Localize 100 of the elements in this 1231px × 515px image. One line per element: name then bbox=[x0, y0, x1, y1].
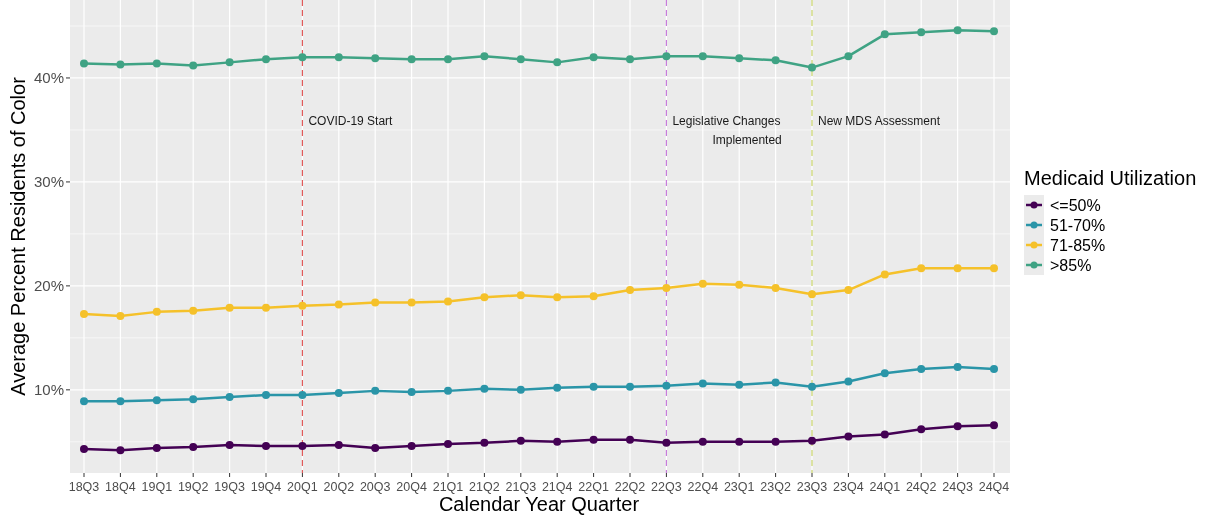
ref-line-label: COVID-19 Start bbox=[308, 114, 394, 128]
point bbox=[735, 280, 744, 289]
y-tick-label: 40% bbox=[33, 69, 64, 87]
point bbox=[262, 303, 270, 312]
point bbox=[808, 290, 816, 299]
point bbox=[553, 58, 562, 67]
x-tick-label: 24Q1 bbox=[869, 480, 901, 494]
point bbox=[844, 377, 853, 386]
point bbox=[407, 298, 416, 307]
point bbox=[189, 443, 198, 452]
x-tick-label: 21Q3 bbox=[505, 480, 537, 494]
x-tick-label: 21Q2 bbox=[469, 480, 500, 494]
x-tick-label: 20Q1 bbox=[287, 480, 318, 494]
point bbox=[771, 378, 780, 387]
point bbox=[262, 55, 270, 64]
point bbox=[771, 56, 780, 65]
point bbox=[444, 55, 452, 64]
point bbox=[626, 55, 634, 64]
point bbox=[589, 292, 598, 301]
point bbox=[189, 61, 198, 70]
legend-label: >85% bbox=[1050, 256, 1092, 274]
point bbox=[334, 300, 343, 309]
point bbox=[407, 55, 416, 64]
point bbox=[662, 438, 671, 447]
point bbox=[371, 54, 380, 63]
point bbox=[953, 26, 962, 35]
x-tick-label: 18Q4 bbox=[105, 480, 136, 494]
point bbox=[808, 436, 816, 445]
point bbox=[444, 386, 452, 395]
point bbox=[662, 381, 671, 390]
point bbox=[698, 279, 707, 288]
point bbox=[553, 437, 562, 446]
point bbox=[480, 52, 489, 61]
point bbox=[698, 52, 707, 61]
point bbox=[990, 365, 998, 374]
x-tick-label: 24Q2 bbox=[905, 480, 937, 494]
point bbox=[225, 303, 234, 312]
point bbox=[371, 298, 380, 307]
point bbox=[953, 362, 962, 371]
x-tick-label: 23Q3 bbox=[796, 480, 828, 494]
point bbox=[298, 53, 307, 62]
point bbox=[80, 445, 88, 454]
point bbox=[553, 293, 562, 302]
y-tick-label: 30% bbox=[33, 173, 64, 191]
y-tick-label: 20% bbox=[33, 277, 64, 295]
point bbox=[917, 28, 926, 37]
point bbox=[808, 63, 816, 72]
point bbox=[626, 435, 634, 444]
ref-line-label: New MDS Assessment bbox=[818, 114, 941, 128]
point bbox=[917, 425, 926, 434]
point bbox=[698, 379, 707, 388]
point bbox=[262, 391, 270, 400]
y-axis-title: Average Percent Residents of Color bbox=[7, 76, 29, 396]
x-tick-label: 20Q2 bbox=[323, 480, 355, 494]
x-tick-label: 19Q3 bbox=[214, 480, 245, 494]
point bbox=[626, 382, 634, 391]
x-tick-label: 22Q1 bbox=[578, 480, 609, 494]
legend-label: 71-85% bbox=[1050, 236, 1106, 254]
point bbox=[844, 52, 853, 61]
point bbox=[189, 306, 198, 315]
point bbox=[516, 291, 525, 300]
x-tick-label: 22Q4 bbox=[687, 480, 719, 494]
x-tick-label: 24Q3 bbox=[942, 480, 973, 494]
point bbox=[662, 52, 671, 61]
point bbox=[917, 365, 926, 374]
x-tick-label: 24Q4 bbox=[978, 480, 1010, 494]
point bbox=[262, 441, 270, 450]
point bbox=[298, 441, 307, 450]
point bbox=[880, 430, 889, 439]
point bbox=[808, 382, 816, 391]
point bbox=[152, 444, 161, 453]
x-tick-label: 18Q3 bbox=[68, 480, 100, 494]
point bbox=[626, 286, 634, 295]
point bbox=[189, 395, 198, 404]
x-tick-label: 22Q2 bbox=[614, 480, 646, 494]
point bbox=[407, 441, 416, 450]
point bbox=[152, 307, 161, 316]
legend-title: Medicaid Utilization bbox=[1024, 167, 1197, 189]
x-tick-label: 23Q4 bbox=[833, 480, 864, 494]
point bbox=[662, 283, 671, 292]
point bbox=[771, 283, 780, 292]
x-tick-label: 23Q1 bbox=[723, 480, 755, 494]
y-tick-label: 10% bbox=[33, 381, 64, 399]
point bbox=[735, 54, 744, 63]
point bbox=[917, 264, 926, 273]
point bbox=[480, 293, 489, 302]
point bbox=[771, 437, 780, 446]
point bbox=[152, 59, 161, 68]
point bbox=[990, 264, 998, 273]
point bbox=[844, 432, 853, 441]
point bbox=[953, 264, 962, 273]
point bbox=[334, 53, 343, 62]
point bbox=[371, 386, 380, 395]
point bbox=[553, 383, 562, 392]
x-tick-label: 21Q4 bbox=[541, 480, 573, 494]
point bbox=[116, 60, 125, 69]
x-tick-label: 19Q2 bbox=[177, 480, 209, 494]
point bbox=[116, 446, 125, 455]
point bbox=[880, 369, 889, 378]
point bbox=[516, 385, 525, 394]
